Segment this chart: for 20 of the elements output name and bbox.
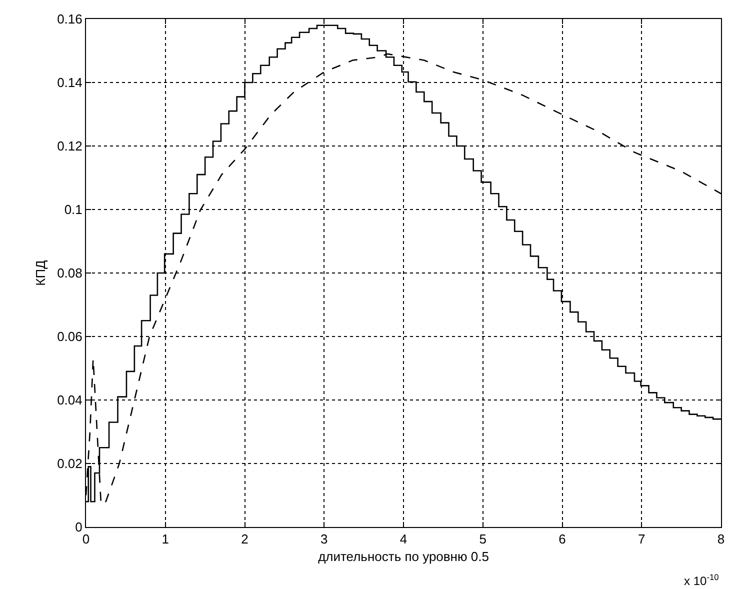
x-tick-label: 8 xyxy=(717,532,725,547)
y-axis-title: КПД xyxy=(33,260,48,286)
y-tick-label: 0.08 xyxy=(57,266,82,281)
x-tick-label: 2 xyxy=(241,532,248,547)
x-tick-label: 4 xyxy=(400,532,408,547)
y-tick-label: 0.12 xyxy=(57,138,82,154)
y-tick-label: 0.16 xyxy=(57,12,82,27)
x-axis-title: длительность по уровню 0.5 xyxy=(318,549,489,564)
y-tick-label: 0.14 xyxy=(57,75,82,90)
x-tick-label: 3 xyxy=(320,532,328,547)
y-tick-label: 0 xyxy=(75,520,82,535)
text: x 10$^{-10}$ xyxy=(684,572,720,588)
y-tick-label: 0.02 xyxy=(57,456,82,472)
x-tick-label: 7 xyxy=(638,532,646,547)
y-tick-label: 0.06 xyxy=(57,329,82,344)
y-tick-label: 0.04 xyxy=(57,392,82,408)
x-tick-label: 5 xyxy=(479,532,486,547)
y-tick-label: 0.1 xyxy=(64,202,82,218)
x-tick-label: 6 xyxy=(558,532,566,547)
x-tick-label: 1 xyxy=(162,532,169,547)
